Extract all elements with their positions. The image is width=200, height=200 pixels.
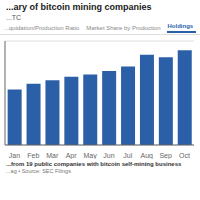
svg-text:Mar: Mar bbox=[46, 152, 59, 159]
html-text:...quidation/Production Ratio: ...quidation/Production Ratio bbox=[4, 25, 80, 31]
svg-text:Jun: Jun bbox=[103, 152, 114, 159]
svg-text:Jan: Jan bbox=[9, 152, 20, 159]
svg-text:May: May bbox=[83, 152, 97, 159]
html-text:Market Share by Production: Market Share by Production bbox=[86, 25, 161, 31]
html-text:Holdings: Holdings bbox=[167, 23, 194, 29]
svg-text:Aug: Aug bbox=[141, 152, 154, 159]
html-text:...ag • Source: SEC Filings: ...ag • Source: SEC Filings bbox=[6, 168, 71, 174]
svg-text:Oct: Oct bbox=[179, 152, 190, 159]
html-text:...ary of bitcoin mining compa: ...ary of bitcoin mining companies bbox=[6, 2, 152, 12]
svg-text:Jul: Jul bbox=[123, 152, 132, 159]
html-text:...from 19 public companies wi: ...from 19 public companies with bitcoin… bbox=[6, 161, 182, 167]
html-text:...TC: ...TC bbox=[6, 14, 22, 21]
svg-text:Sep: Sep bbox=[159, 152, 172, 159]
svg-text:Feb: Feb bbox=[27, 152, 39, 159]
svg-text:Apr: Apr bbox=[66, 152, 78, 159]
